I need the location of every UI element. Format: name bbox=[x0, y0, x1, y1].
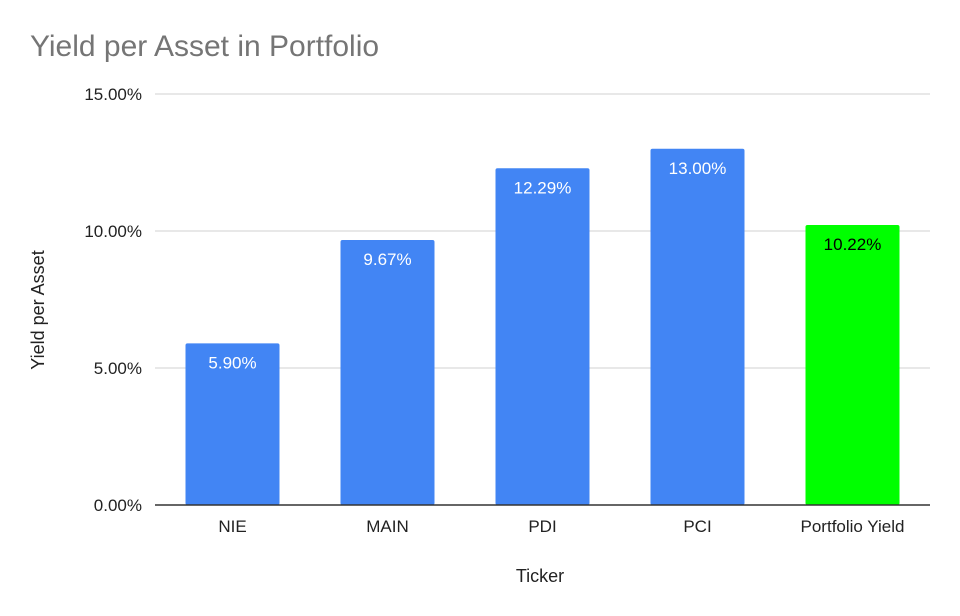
bar-pdi bbox=[495, 168, 590, 505]
y-tick-label: 0.00% bbox=[94, 496, 142, 515]
bar-data-label: 13.00% bbox=[669, 159, 727, 178]
bar-nie bbox=[185, 343, 280, 505]
x-tick-label: NIE bbox=[218, 517, 246, 536]
y-tick-label: 15.00% bbox=[84, 85, 142, 104]
x-tick-label: PCI bbox=[683, 517, 711, 536]
chart-title: Yield per Asset in Portfolio bbox=[30, 30, 379, 63]
y-axis-title: Yield per Asset bbox=[28, 250, 48, 369]
x-tick-label: MAIN bbox=[366, 517, 409, 536]
bar-data-label: 12.29% bbox=[514, 178, 572, 197]
y-tick-label: 10.00% bbox=[84, 222, 142, 241]
x-axis-title: Ticker bbox=[516, 566, 564, 586]
bar-data-label: 5.90% bbox=[208, 353, 256, 372]
bar-pci bbox=[650, 148, 745, 506]
bars: 5.90% 9.67% 12.29% 13.00% 10.22% bbox=[185, 148, 900, 506]
bar-data-label: 9.67% bbox=[363, 250, 411, 269]
bar-portfolio-yield bbox=[805, 224, 900, 506]
x-tick-label: Portfolio Yield bbox=[801, 517, 905, 536]
bar-main bbox=[340, 240, 435, 506]
x-axis-ticks: NIE MAIN PDI PCI Portfolio Yield bbox=[218, 517, 904, 536]
y-tick-label: 5.00% bbox=[94, 359, 142, 378]
x-tick-label: PDI bbox=[528, 517, 556, 536]
bar-data-label: 10.22% bbox=[824, 235, 882, 254]
y-axis-ticks: 0.00% 5.00% 10.00% 15.00% bbox=[84, 85, 142, 515]
